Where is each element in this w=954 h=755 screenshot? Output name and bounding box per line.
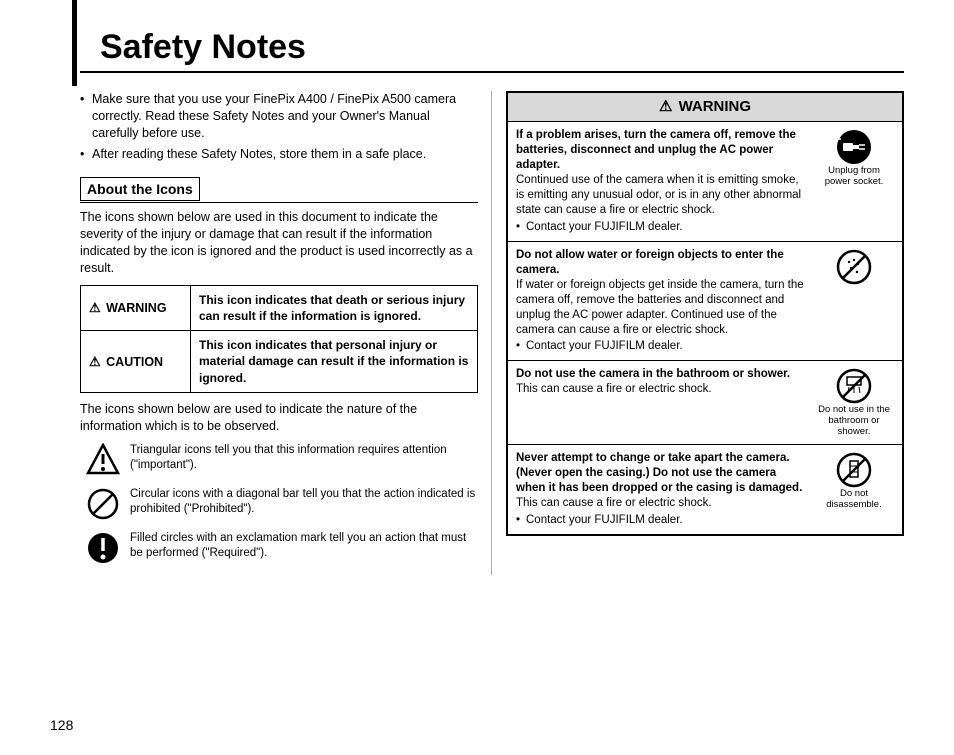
- about-icons-rule: [80, 202, 478, 203]
- left-column: Make sure that you use your FinePix A400…: [80, 91, 478, 575]
- caution-label: CAUTION: [106, 355, 163, 369]
- no-shower-caption: Do not use in the bathroom or shower.: [818, 404, 890, 437]
- warning-bold: Do not allow water or foreign objects to…: [516, 249, 784, 276]
- prohibit-icon: [835, 248, 873, 286]
- no-disassemble-caption: Do not disassemble.: [826, 488, 881, 510]
- warning-icon-col: Do not use in the bathroom or shower.: [814, 367, 894, 438]
- important-triangle-icon: [86, 443, 120, 477]
- severity-table: ⚠ WARNING This icon indicates that death…: [80, 285, 478, 393]
- warning-icon-col: [814, 248, 894, 355]
- important-text: Triangular icons tell you that this info…: [130, 443, 478, 474]
- intro-bullets: Make sure that you use your FinePix A400…: [80, 91, 478, 163]
- warning-triangle-icon: ⚠: [89, 300, 101, 315]
- about-icons-intro: The icons shown below are used in this d…: [80, 209, 478, 277]
- warning-header-text: WARNING: [679, 98, 752, 115]
- warning-bullet: Contact your FUJIFILM dealer.: [516, 513, 806, 528]
- warning-body: This can cause a fire or electric shock.: [516, 497, 712, 509]
- warning-bold: Never attempt to change or take apart th…: [516, 452, 802, 494]
- warning-item-text: Never attempt to change or take apart th…: [516, 451, 806, 528]
- prohibited-text: Circular icons with a diagonal bar tell …: [130, 487, 478, 518]
- page-number: 128: [50, 717, 73, 733]
- intro-bullet: Make sure that you use your FinePix A400…: [80, 91, 478, 142]
- warning-header-icon: ⚠: [659, 98, 672, 115]
- right-column: ⚠ WARNING If a problem arises, turn the …: [506, 91, 904, 575]
- warning-item-text: Do not allow water or foreign objects to…: [516, 248, 806, 355]
- no-disassemble-icon: [835, 451, 873, 489]
- icon-row-important: Triangular icons tell you that this info…: [86, 443, 478, 477]
- unplug-caption: Unplug from power socket.: [825, 165, 884, 187]
- warning-label-cell: ⚠ WARNING: [81, 285, 191, 330]
- warning-body: If water or foreign objects get inside t…: [516, 279, 804, 336]
- unplug-icon: [835, 128, 873, 166]
- warning-bold: Do not use the camera in the bathroom or…: [516, 368, 790, 380]
- table-row: ⚠ WARNING This icon indicates that death…: [81, 285, 478, 330]
- warning-box-header: ⚠ WARNING: [508, 93, 902, 122]
- no-shower-icon: [835, 367, 873, 405]
- warning-item: If a problem arises, turn the camera off…: [508, 122, 902, 242]
- intro-bullet: After reading these Safety Notes, store …: [80, 146, 478, 163]
- warning-box: ⚠ WARNING If a problem arises, turn the …: [506, 91, 904, 536]
- warning-icon-col: Unplug from power socket.: [814, 128, 894, 235]
- warning-bullet: Contact your FUJIFILM dealer.: [516, 220, 806, 235]
- page: Safety Notes Make sure that you use your…: [0, 0, 954, 755]
- caution-desc: This icon indicates that personal injury…: [191, 331, 478, 393]
- warning-body: Continued use of the camera when it is e…: [516, 174, 801, 216]
- caution-label-cell: ⚠ CAUTION: [81, 331, 191, 393]
- table-row: ⚠ CAUTION This icon indicates that perso…: [81, 331, 478, 393]
- warning-label: WARNING: [106, 301, 166, 315]
- column-separator: [491, 91, 492, 575]
- warning-item: Never attempt to change or take apart th…: [508, 445, 902, 534]
- page-title: Safety Notes: [100, 28, 904, 67]
- warning-item: Do not allow water or foreign objects to…: [508, 242, 902, 362]
- icon-row-prohibited: Circular icons with a diagonal bar tell …: [86, 487, 478, 521]
- required-circle-icon: [86, 531, 120, 565]
- warning-bold: If a problem arises, turn the camera off…: [516, 129, 796, 171]
- caution-triangle-icon: ⚠: [89, 354, 101, 369]
- title-rule: [80, 71, 904, 73]
- warning-desc: This icon indicates that death or seriou…: [191, 285, 478, 330]
- prohibited-circle-icon: [86, 487, 120, 521]
- icon-row-required: Filled circles with an exclamation mark …: [86, 531, 478, 565]
- warning-item-text: If a problem arises, turn the camera off…: [516, 128, 806, 235]
- required-text: Filled circles with an exclamation mark …: [130, 531, 478, 562]
- warning-body: This can cause a fire or electric shock.: [516, 383, 712, 395]
- icon-nature-note: The icons shown below are used to indica…: [80, 401, 478, 435]
- columns: Make sure that you use your FinePix A400…: [80, 91, 904, 575]
- warning-item: Do not use the camera in the bathroom or…: [508, 361, 902, 445]
- about-icons-heading: About the Icons: [80, 177, 200, 202]
- title-bar-accent: [72, 0, 77, 86]
- warning-item-text: Do not use the camera in the bathroom or…: [516, 367, 806, 438]
- warning-icon-col: Do not disassemble.: [814, 451, 894, 528]
- warning-bullet: Contact your FUJIFILM dealer.: [516, 339, 806, 354]
